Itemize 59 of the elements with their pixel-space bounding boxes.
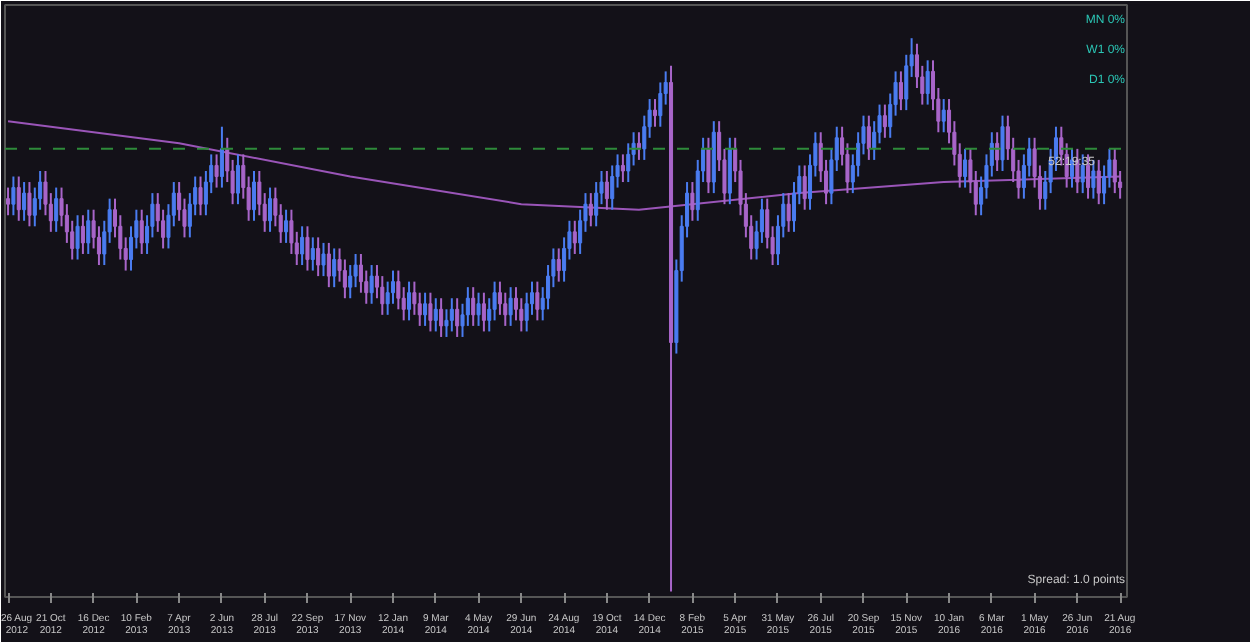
candlestick [1112, 147, 1117, 195]
candlestick [305, 225, 310, 272]
candlestick [27, 181, 32, 228]
candlestick [439, 297, 444, 338]
candlestick [706, 136, 711, 195]
candlestick [508, 286, 513, 327]
candlestick [433, 297, 438, 333]
candlestick [326, 241, 331, 289]
candlestick [866, 114, 871, 161]
candlestick [75, 214, 80, 261]
candlestick [6, 186, 11, 217]
candlestick [1096, 158, 1101, 206]
candlestick [407, 280, 412, 322]
candlestick [588, 192, 593, 228]
candlestick [802, 164, 807, 211]
candlestick [268, 186, 273, 233]
candlestick [316, 236, 321, 278]
candlestick [251, 169, 257, 222]
candlestick [332, 247, 337, 289]
candlestick [925, 59, 930, 106]
candlestick [556, 247, 561, 283]
candlestick [235, 153, 240, 206]
candlestick [963, 147, 968, 189]
candlestick [471, 286, 476, 327]
candlestick [535, 280, 540, 322]
candlestick [310, 236, 315, 272]
candlestick [449, 297, 454, 333]
candlestick [690, 181, 695, 222]
candlestick [369, 264, 374, 305]
candlestick [423, 291, 428, 327]
candlestick [22, 181, 27, 222]
candlestick [727, 136, 732, 206]
candlestick [11, 175, 16, 217]
candlestick [219, 125, 224, 189]
candlestick [572, 219, 577, 255]
candlestick [1091, 158, 1096, 200]
candlestick [476, 291, 481, 327]
candlestick [481, 291, 486, 333]
candlestick [882, 103, 887, 139]
candlestick [321, 241, 326, 278]
candlestick [284, 208, 289, 244]
candlestick [300, 225, 305, 267]
candlestick [786, 192, 791, 233]
candlestick [86, 208, 91, 255]
candlestick [80, 214, 85, 255]
candlestick [604, 169, 609, 211]
candlestick [995, 131, 1000, 172]
candlestick [214, 153, 219, 189]
candlestick [898, 70, 903, 112]
candlestick [620, 153, 625, 184]
candlestick [941, 98, 946, 134]
candlestick [16, 175, 21, 222]
candlestick [54, 186, 59, 233]
candlestick [139, 208, 144, 255]
candlestick [428, 291, 433, 333]
candlestick [1000, 114, 1005, 172]
candlestick [198, 175, 203, 217]
candlestick [455, 297, 460, 338]
candlestick [652, 98, 658, 128]
